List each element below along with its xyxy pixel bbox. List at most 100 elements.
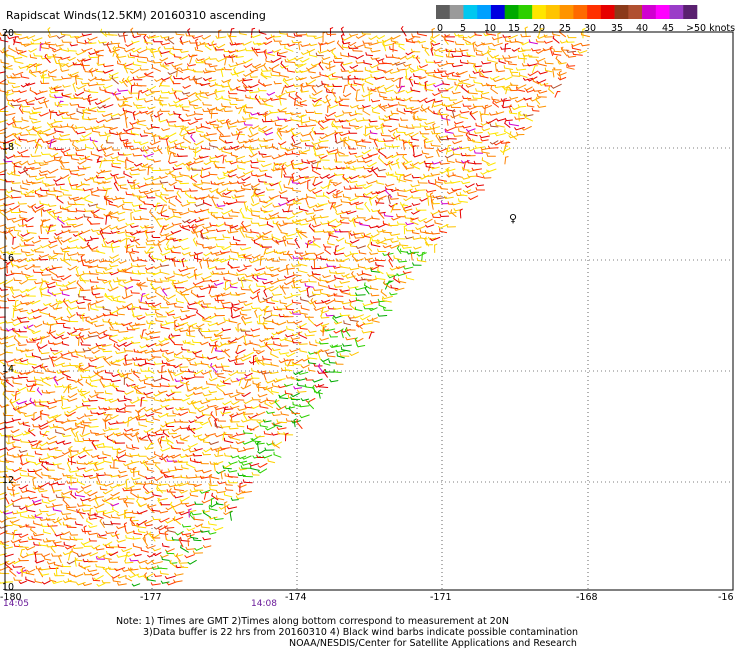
wind-barb: [215, 166, 226, 169]
wind-barb: [438, 179, 447, 182]
wind-barb-tick: [87, 116, 90, 120]
wind-barb: [385, 84, 395, 90]
wind-barb-tick: [16, 265, 19, 269]
wind-barb-tick: [31, 120, 34, 124]
wind-barb-tick: [250, 208, 252, 212]
wind-barb-tick: [437, 226, 441, 229]
wind-barb-tick: [451, 72, 454, 77]
wind-barb: [174, 245, 182, 249]
wind-barb-tick: [28, 69, 31, 73]
wind-barb-tick: [132, 35, 135, 38]
wind-barb-tick: [204, 60, 206, 65]
wind-barb: [292, 153, 300, 156]
wind-barb-tick: [363, 218, 367, 222]
wind-barb-tick: [443, 180, 446, 184]
wind-barb-tick: [214, 89, 218, 92]
wind-barb-tick: [53, 236, 56, 240]
wind-barb: [72, 84, 76, 92]
wind-barb-tick: [184, 190, 187, 194]
wind-barb: [63, 260, 72, 267]
wind-barb: [279, 125, 288, 131]
wind-barb: [33, 37, 43, 42]
wind-barb: [131, 132, 140, 136]
wind-barb-tick: [431, 231, 434, 235]
wind-barb: [263, 50, 268, 59]
wind-barb-tick: [81, 135, 85, 138]
wind-barb: [324, 249, 331, 255]
wind-barb: [175, 147, 184, 150]
wind-barb-tick: [374, 257, 377, 261]
wind-barb: [190, 136, 196, 143]
wind-barb-tick: [310, 63, 314, 67]
wind-barb-tick: [415, 207, 418, 211]
wind-barb-tick: [122, 96, 126, 100]
wind-barb: [538, 79, 547, 84]
wind-barb: [205, 160, 213, 165]
wind-barb-tick: [400, 202, 402, 206]
wind-barb: [238, 182, 246, 184]
wind-barb-tick: [87, 83, 90, 87]
wind-barb-tick: [343, 186, 346, 190]
wind-barb: [313, 224, 321, 228]
wind-barb: [205, 70, 216, 72]
wind-barb-tick: [391, 144, 394, 148]
wind-barb: [426, 121, 435, 125]
wind-barb-tick: [209, 158, 211, 162]
wind-barb-tick: [241, 42, 245, 46]
wind-barb-tick: [509, 96, 512, 100]
wind-barb: [357, 245, 366, 249]
wind-barb-tick: [136, 50, 140, 54]
colorbar-swatch: [683, 5, 698, 19]
wind-barb: [37, 132, 43, 140]
wind-barb: [165, 215, 175, 221]
wind-barb-tick: [50, 86, 54, 90]
wind-barb-tick: [419, 235, 422, 239]
wind-barb-tick: [454, 48, 457, 52]
wind-barb-tick: [16, 51, 19, 55]
wind-barb: [350, 201, 360, 206]
wind-barb: [278, 182, 283, 191]
wind-barb-tick: [150, 124, 153, 128]
wind-barb: [391, 240, 399, 243]
wind-barb: [322, 119, 331, 123]
wind-barb: [236, 106, 246, 110]
wind-barb: [97, 189, 107, 191]
wind-barb: [227, 201, 237, 205]
wind-barb: [91, 194, 100, 197]
wind-barb: [88, 109, 97, 112]
wind-barb-tick: [370, 88, 374, 91]
wind-barb-tick: [438, 136, 441, 140]
wind-barb: [305, 145, 315, 147]
wind-barb: [558, 62, 567, 65]
wind-barb: [327, 179, 331, 190]
wind-barb: [7, 103, 15, 109]
wind-barb: [264, 138, 274, 142]
wind-barb-tick: [87, 203, 91, 207]
wind-barb-tick: [174, 124, 177, 128]
wind-barb-tick: [431, 42, 435, 46]
wind-barb-tick: [331, 88, 334, 92]
wind-barb-tick: [121, 269, 125, 272]
wind-barb: [458, 200, 468, 203]
wind-barb-tick: [429, 126, 432, 130]
wind-barb-tick: [387, 103, 390, 107]
wind-barb-tick: [48, 87, 52, 90]
wind-barb-tick: [69, 43, 72, 47]
wind-barb-tick: [417, 99, 421, 103]
wind-barb: [377, 91, 387, 94]
wind-barb-tick: [565, 39, 568, 43]
wind-barb-tick: [345, 119, 349, 123]
wind-barb-tick: [236, 79, 240, 82]
wind-barb-tick: [48, 245, 51, 249]
wind-barb-tick: [391, 206, 394, 211]
wind-barb: [350, 252, 359, 255]
wind-barb: [283, 210, 293, 213]
wind-barb-tick: [148, 165, 152, 167]
wind-barb: [419, 217, 427, 222]
wind-barb-tick: [389, 267, 393, 271]
wind-barb-tick: [446, 191, 450, 195]
wind-barb: [249, 91, 260, 94]
wind-barb-tick: [235, 242, 238, 246]
wind-barb: [399, 78, 401, 88]
wind-barb: [362, 110, 371, 116]
